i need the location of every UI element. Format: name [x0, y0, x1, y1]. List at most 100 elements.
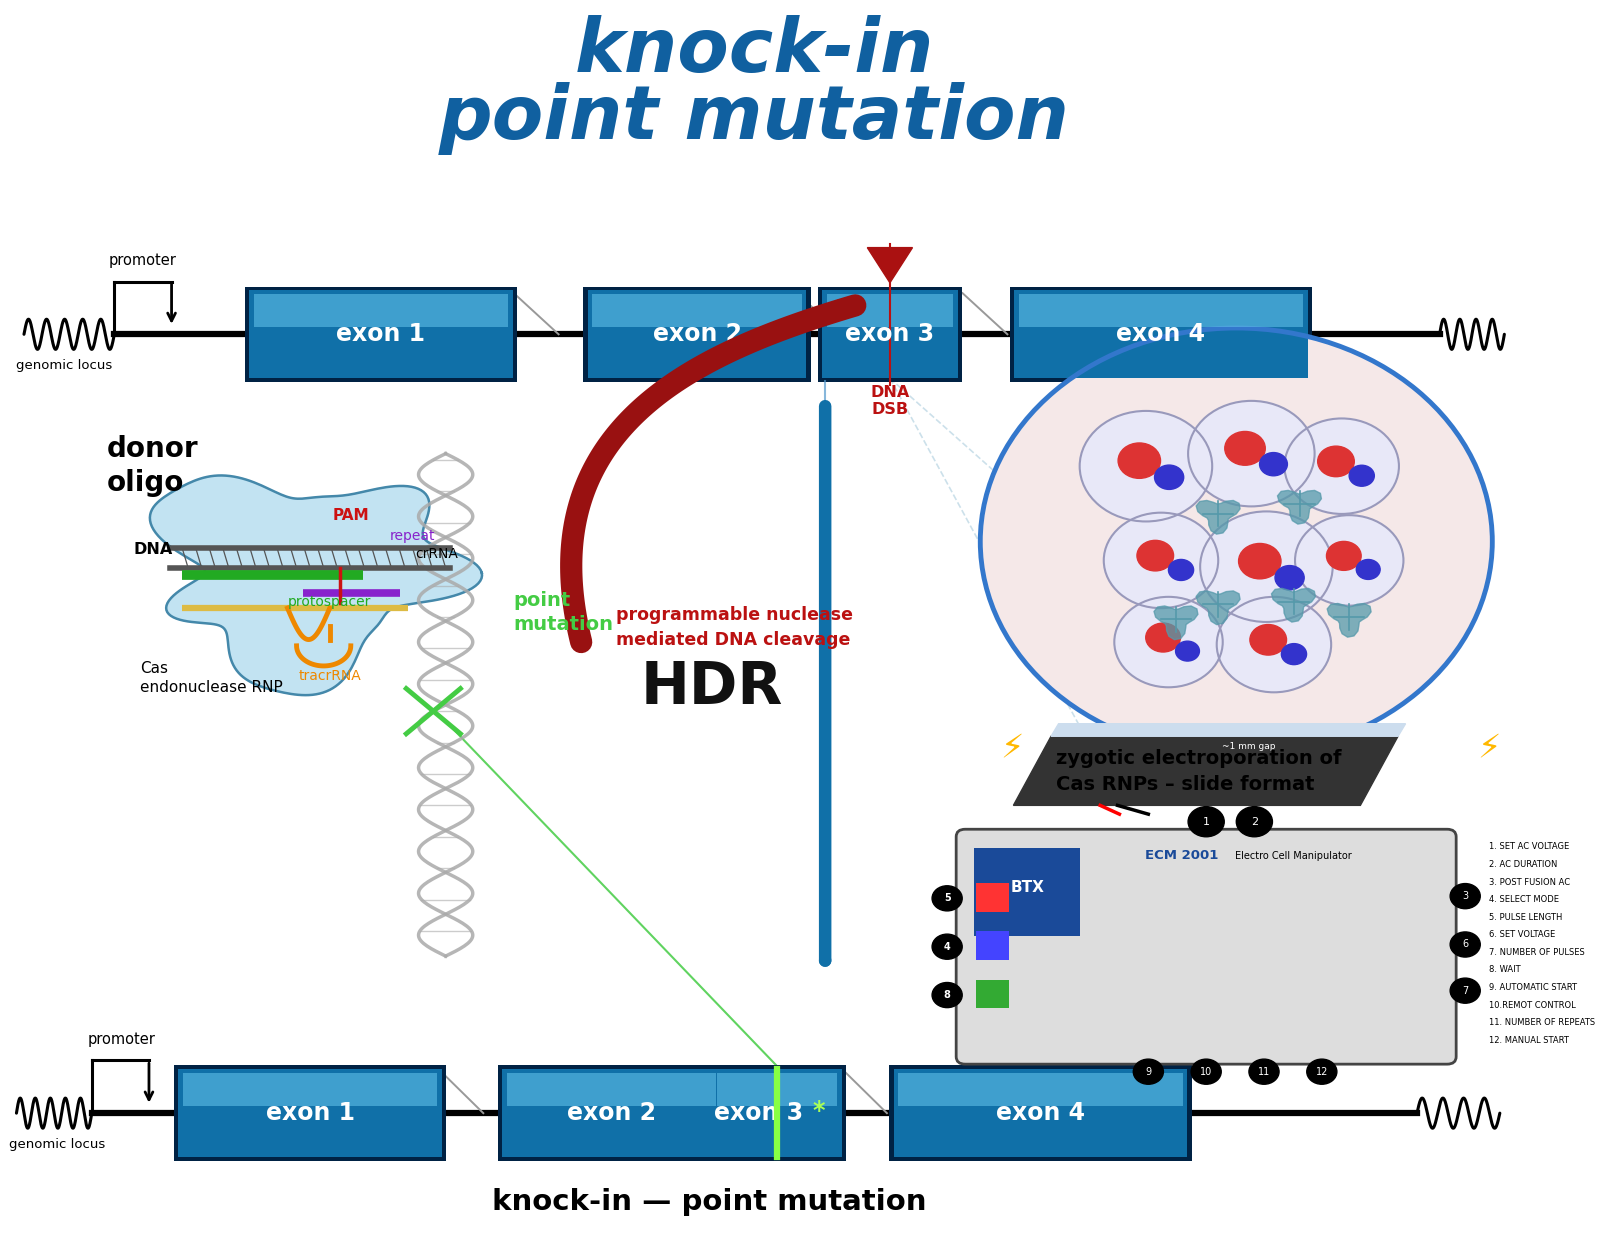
Circle shape — [1259, 452, 1288, 476]
Text: 9. AUTOMATIC START: 9. AUTOMATIC START — [1490, 983, 1578, 992]
Polygon shape — [867, 248, 912, 283]
Circle shape — [1326, 541, 1362, 570]
Polygon shape — [1013, 737, 1398, 806]
Text: 10.REMOT CONTROL: 10.REMOT CONTROL — [1490, 1001, 1576, 1010]
Circle shape — [1155, 465, 1184, 490]
Circle shape — [1285, 418, 1398, 514]
Text: 3: 3 — [1462, 891, 1469, 901]
Text: 6: 6 — [1462, 939, 1469, 949]
Text: 1: 1 — [1203, 817, 1210, 827]
Circle shape — [1176, 641, 1200, 661]
Circle shape — [1146, 623, 1181, 652]
Polygon shape — [1197, 590, 1240, 624]
Text: zygotic electroporation of: zygotic electroporation of — [1056, 749, 1341, 768]
Text: exon 3: exon 3 — [714, 1102, 803, 1126]
FancyBboxPatch shape — [584, 287, 811, 381]
Text: genomic locus: genomic locus — [10, 1138, 106, 1151]
FancyBboxPatch shape — [898, 1073, 1182, 1107]
Circle shape — [1216, 597, 1331, 692]
Bar — [974, 847, 1080, 935]
Text: *: * — [813, 1099, 826, 1123]
FancyBboxPatch shape — [498, 1065, 725, 1161]
Text: donor
oligo: donor oligo — [107, 434, 198, 497]
Text: promoter: promoter — [88, 1032, 155, 1047]
FancyBboxPatch shape — [182, 1073, 437, 1107]
Text: knock-in — point mutation: knock-in — point mutation — [491, 1188, 926, 1216]
Text: DNA
DSB: DNA DSB — [870, 384, 909, 417]
Text: exon 1: exon 1 — [266, 1102, 355, 1126]
FancyBboxPatch shape — [707, 1065, 846, 1161]
Polygon shape — [1197, 500, 1240, 534]
Text: 4: 4 — [944, 942, 950, 952]
FancyBboxPatch shape — [822, 291, 958, 378]
Polygon shape — [150, 476, 482, 695]
Text: tracrRNA: tracrRNA — [298, 669, 362, 682]
Text: point mutation: point mutation — [438, 82, 1070, 155]
Circle shape — [933, 982, 962, 1007]
Polygon shape — [1272, 588, 1315, 622]
Circle shape — [1080, 410, 1213, 521]
Circle shape — [1282, 643, 1307, 665]
FancyBboxPatch shape — [174, 1065, 446, 1161]
Text: HDR: HDR — [642, 658, 784, 716]
FancyBboxPatch shape — [717, 1073, 837, 1107]
Polygon shape — [1277, 491, 1322, 524]
Circle shape — [1133, 1059, 1163, 1084]
Circle shape — [1294, 515, 1403, 606]
Text: 11: 11 — [1258, 1066, 1270, 1076]
Circle shape — [1224, 432, 1266, 466]
Circle shape — [1189, 400, 1315, 506]
Circle shape — [1138, 540, 1173, 570]
Text: 12: 12 — [1315, 1066, 1328, 1076]
Text: 7. NUMBER OF PULSES: 7. NUMBER OF PULSES — [1490, 948, 1586, 957]
Circle shape — [1114, 597, 1222, 687]
Text: exon 1: exon 1 — [336, 322, 426, 346]
Circle shape — [1450, 932, 1480, 957]
Text: Cas
endonuclease RNP: Cas endonuclease RNP — [139, 661, 283, 695]
Text: 9: 9 — [1146, 1066, 1152, 1076]
Text: 11. NUMBER OF REPEATS: 11. NUMBER OF REPEATS — [1490, 1019, 1595, 1027]
Text: Cas RNPs – slide format: Cas RNPs – slide format — [1056, 776, 1314, 794]
Polygon shape — [1051, 724, 1405, 737]
Circle shape — [1318, 446, 1354, 477]
Text: ⚡: ⚡ — [1000, 731, 1024, 764]
Circle shape — [981, 329, 1493, 755]
Circle shape — [1168, 559, 1194, 580]
Text: exon 2: exon 2 — [653, 322, 742, 346]
Text: protospacer: protospacer — [288, 594, 371, 608]
Text: programmable nuclease
mediated DNA cleavage: programmable nuclease mediated DNA cleav… — [616, 606, 853, 648]
Text: promoter: promoter — [109, 253, 178, 268]
Text: 5. PULSE LENGTH: 5. PULSE LENGTH — [1490, 913, 1563, 922]
Text: DNA: DNA — [134, 543, 173, 558]
Text: crRNA: crRNA — [416, 546, 459, 562]
Circle shape — [933, 886, 962, 912]
Circle shape — [1357, 559, 1381, 579]
FancyBboxPatch shape — [178, 1069, 442, 1157]
FancyBboxPatch shape — [1019, 293, 1304, 327]
Circle shape — [1450, 884, 1480, 909]
Circle shape — [1104, 512, 1218, 608]
Text: 5: 5 — [944, 894, 950, 903]
Text: point
mutation: point mutation — [514, 590, 613, 633]
Text: ECM 2001: ECM 2001 — [1146, 849, 1219, 861]
Text: genomic locus: genomic locus — [16, 360, 112, 373]
Text: 1. SET AC VOLTAGE: 1. SET AC VOLTAGE — [1490, 842, 1570, 851]
Circle shape — [1450, 978, 1480, 1003]
Text: knock-in: knock-in — [574, 15, 934, 88]
Circle shape — [1189, 807, 1224, 837]
Text: 8. WAIT: 8. WAIT — [1490, 966, 1522, 974]
Polygon shape — [1154, 606, 1198, 640]
Circle shape — [1190, 1059, 1221, 1084]
Text: 6. SET VOLTAGE: 6. SET VOLTAGE — [1490, 930, 1555, 939]
Text: ~1 mm gap: ~1 mm gap — [1221, 742, 1275, 750]
FancyBboxPatch shape — [1010, 287, 1312, 381]
Circle shape — [933, 934, 962, 959]
Text: 7: 7 — [1462, 986, 1469, 996]
Circle shape — [1237, 807, 1272, 837]
Circle shape — [1307, 1059, 1338, 1084]
Text: 2: 2 — [1251, 817, 1258, 827]
FancyBboxPatch shape — [818, 287, 962, 381]
Bar — [976, 980, 1010, 1008]
FancyBboxPatch shape — [894, 1069, 1187, 1157]
Text: exon 2: exon 2 — [566, 1102, 656, 1126]
